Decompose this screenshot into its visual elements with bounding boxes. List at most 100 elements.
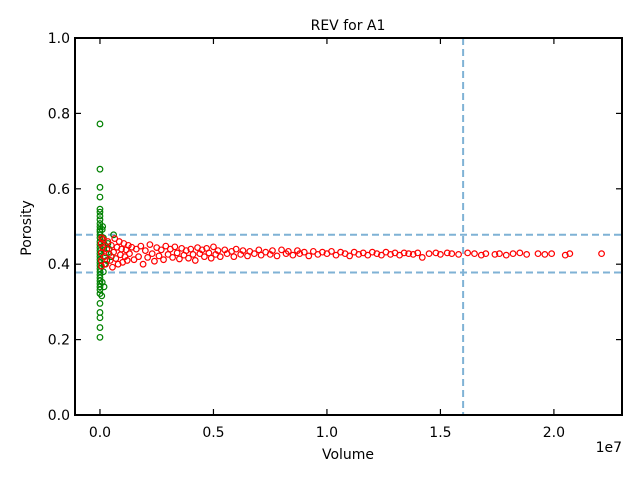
- data-point: [96, 333, 104, 341]
- data-point: [98, 292, 106, 300]
- x-axis-multiplier: 1e7: [596, 440, 622, 456]
- data-point: [232, 245, 240, 253]
- data-point: [471, 250, 478, 258]
- data-point: [157, 246, 165, 254]
- data-point: [101, 253, 108, 261]
- data-point: [409, 250, 417, 258]
- data-point: [278, 246, 285, 254]
- data-point: [418, 254, 426, 261]
- y-tick-label: 0.2: [48, 333, 70, 349]
- data-point: [118, 245, 125, 253]
- data-point: [516, 249, 524, 257]
- data-point: [328, 247, 335, 255]
- data-point: [185, 254, 192, 262]
- data-point: [437, 250, 444, 258]
- data-point: [198, 246, 206, 254]
- x-tick-label: 2.0: [543, 425, 565, 441]
- data-point: [162, 242, 170, 250]
- x-tick-label: 1.0: [316, 425, 338, 441]
- data-point: [373, 250, 381, 258]
- data-point: [130, 256, 138, 264]
- series-1: [97, 234, 605, 271]
- data-point: [250, 250, 258, 258]
- data-point: [305, 252, 313, 260]
- data-point: [289, 251, 297, 259]
- data-point: [160, 256, 167, 264]
- data-point: [96, 300, 104, 307]
- data-point: [534, 250, 542, 258]
- y-axis-label: Porosity: [19, 200, 35, 255]
- data-point: [96, 183, 104, 191]
- data-point: [378, 251, 385, 259]
- data-point: [96, 314, 104, 322]
- data-point: [111, 235, 119, 242]
- data-point: [109, 263, 116, 271]
- data-point: [141, 247, 149, 255]
- data-point: [176, 255, 183, 263]
- data-point: [112, 255, 120, 262]
- data-point: [230, 253, 238, 261]
- data-point: [464, 249, 472, 257]
- data-point: [346, 252, 354, 260]
- x-tick-label: 1.5: [429, 425, 451, 441]
- data-point: [296, 250, 304, 258]
- data-point: [561, 251, 569, 259]
- data-point: [189, 250, 197, 258]
- data-point: [455, 250, 462, 258]
- data-point: [273, 252, 281, 260]
- data-point: [332, 251, 340, 259]
- data-point: [104, 238, 112, 245]
- data-point: [284, 247, 292, 255]
- data-point: [477, 251, 485, 259]
- data-point: [309, 247, 317, 255]
- y-tick-label: 0.6: [48, 182, 70, 198]
- data-point: [239, 247, 247, 255]
- data-point: [98, 262, 105, 270]
- data-point: [126, 250, 133, 258]
- series-0: [96, 120, 117, 341]
- data-point: [107, 241, 115, 249]
- data-point: [443, 249, 451, 257]
- data-point: [257, 251, 265, 259]
- data-point: [509, 250, 517, 258]
- data-point: [491, 250, 499, 258]
- data-point: [98, 226, 106, 233]
- data-point: [102, 249, 110, 257]
- data-point: [523, 250, 531, 258]
- data-point: [368, 248, 376, 256]
- data-point: [98, 234, 106, 242]
- data-point: [132, 245, 140, 253]
- data-point: [173, 249, 181, 257]
- data-point: [105, 250, 113, 258]
- data-point: [96, 216, 104, 224]
- y-tick-label: 1.0: [48, 31, 70, 47]
- data-point: [96, 324, 104, 331]
- data-point: [355, 250, 363, 258]
- data-point: [425, 250, 433, 258]
- data-point: [300, 248, 308, 256]
- data-point: [216, 253, 224, 261]
- data-point: [110, 248, 117, 256]
- data-point: [566, 250, 574, 258]
- data-point: [151, 257, 158, 265]
- x-tick-label: 0.0: [89, 425, 111, 441]
- y-tick-label: 0.4: [48, 257, 70, 273]
- data-point: [548, 250, 556, 258]
- data-point: [496, 250, 503, 258]
- chart-title: REV for A1: [311, 18, 386, 34]
- data-point: [364, 251, 372, 259]
- data-point: [96, 208, 104, 216]
- data-point: [124, 241, 132, 249]
- data-point: [405, 250, 413, 258]
- data-point: [191, 257, 199, 264]
- y-tick-label: 0.0: [48, 408, 70, 424]
- data-point: [414, 249, 422, 257]
- data-point: [269, 247, 276, 255]
- x-tick-label: 0.5: [202, 425, 224, 441]
- data-point: [144, 254, 152, 261]
- data-point: [137, 242, 145, 250]
- data-point: [146, 241, 154, 249]
- data-point: [207, 254, 215, 262]
